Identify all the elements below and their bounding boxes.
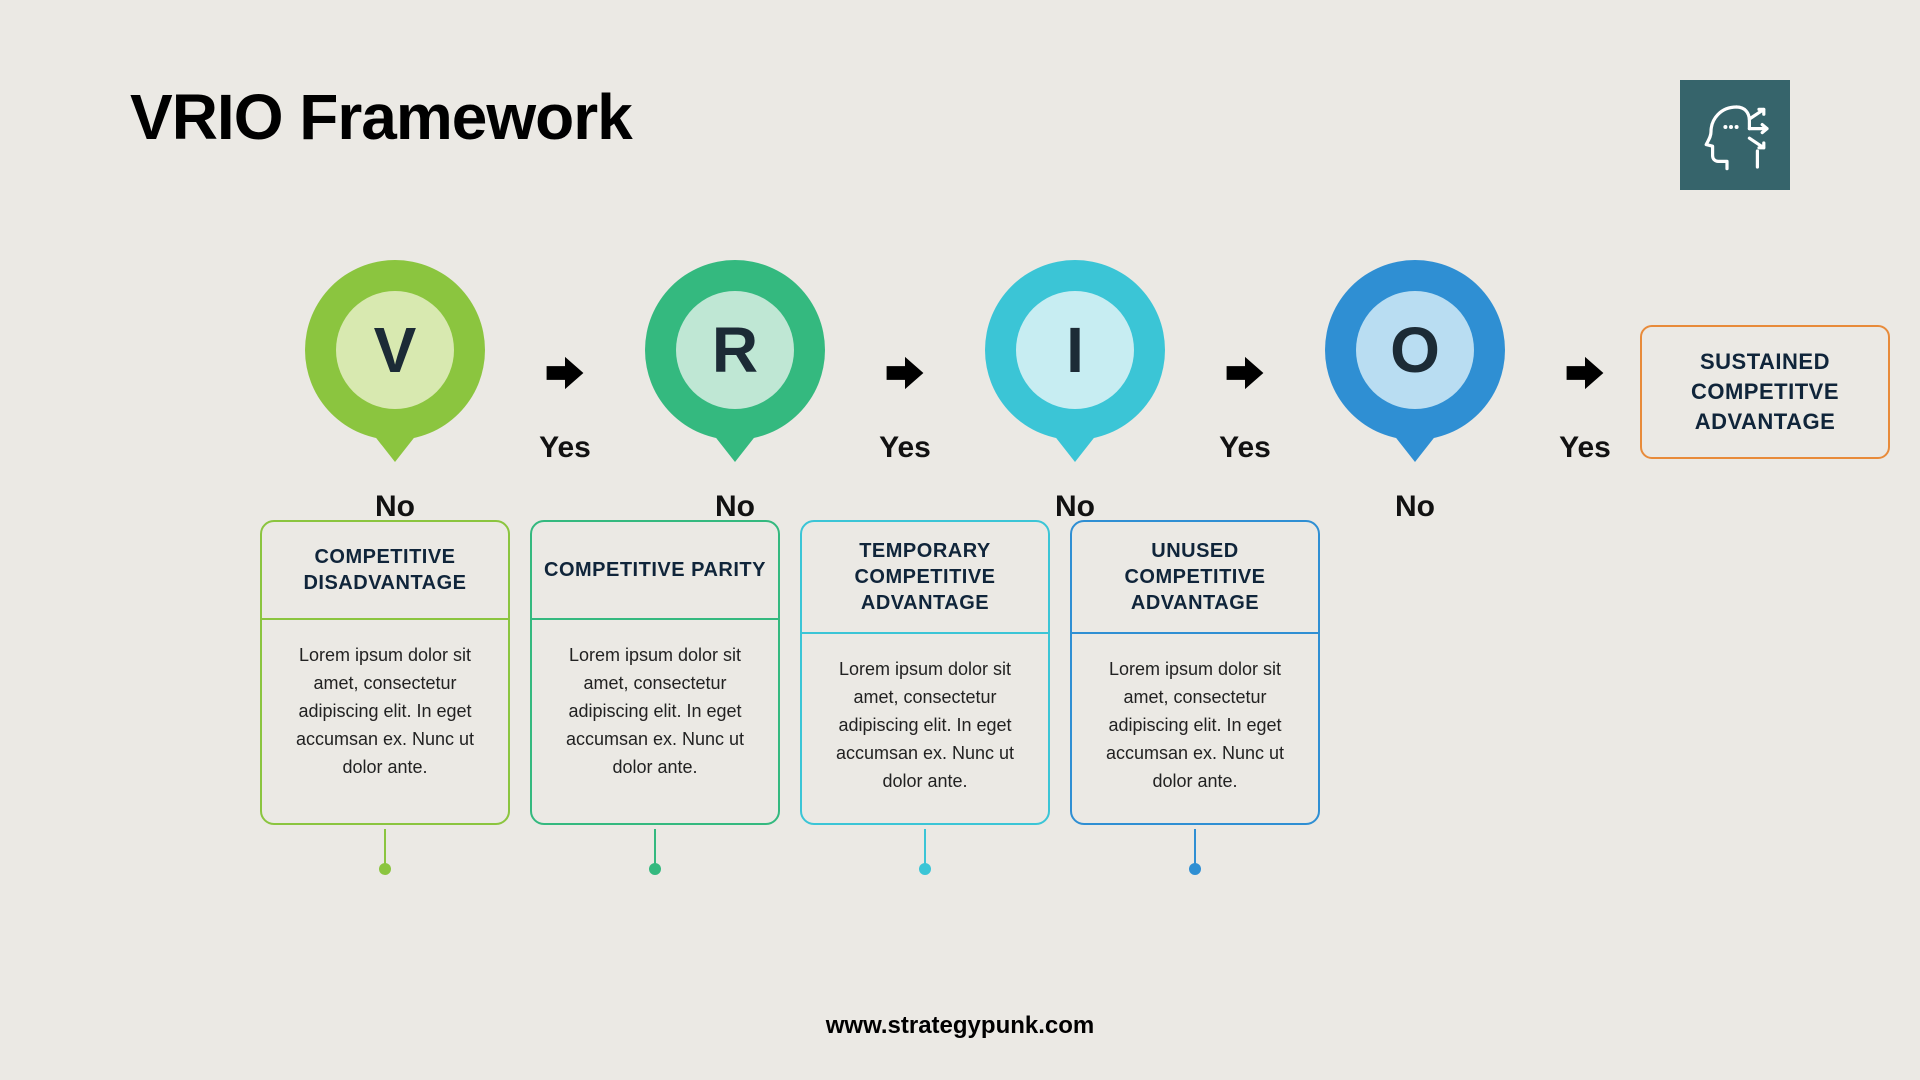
yes-label: Yes — [1219, 431, 1271, 465]
card-title: COMPETITIVE PARITY — [532, 522, 778, 620]
arrow-right-icon — [1562, 350, 1608, 401]
flow-arrow: Yes — [530, 320, 600, 465]
outcome-card: UNUSED COMPETITIVE ADVANTAGE Lorem ipsum… — [1070, 520, 1320, 825]
no-label: No — [375, 490, 415, 524]
card-body: Lorem ipsum dolor sit amet, consectetur … — [262, 620, 508, 809]
pin-letter: V — [336, 291, 454, 409]
flow-arrow: Yes — [1550, 320, 1620, 465]
cards-row: COMPETITIVE DISADVANTAGE Lorem ipsum dol… — [260, 520, 1320, 825]
arrow-right-icon — [1222, 350, 1268, 401]
strategy-head-icon — [1680, 80, 1790, 190]
pin-letter: I — [1016, 291, 1134, 409]
card-title: COMPETITIVE DISADVANTAGE — [262, 522, 508, 620]
yes-label: Yes — [539, 431, 591, 465]
pin-i: I — [985, 260, 1165, 440]
card-connector — [384, 829, 386, 869]
flow-arrow: Yes — [870, 320, 940, 465]
outcome-card: COMPETITIVE DISADVANTAGE Lorem ipsum dol… — [260, 520, 510, 825]
card-body: Lorem ipsum dolor sit amet, consectetur … — [1072, 634, 1318, 823]
outcome-card: TEMPORARY COMPETITIVE ADVANTAGE Lorem ip… — [800, 520, 1050, 825]
vrio-node-o: O No — [1280, 260, 1550, 524]
arrow-right-icon — [882, 350, 928, 401]
final-outcome-wrap: SUSTAINED COMPETITVE ADVANTAGE — [1640, 302, 1890, 482]
card-body: Lorem ipsum dolor sit amet, consectetur … — [802, 634, 1048, 823]
no-label: No — [1055, 490, 1095, 524]
no-label: No — [715, 490, 755, 524]
card-title: TEMPORARY COMPETITIVE ADVANTAGE — [802, 522, 1048, 634]
no-label: No — [1395, 490, 1435, 524]
card-title: UNUSED COMPETITIVE ADVANTAGE — [1072, 522, 1318, 634]
page-title: VRIO Framework — [130, 80, 632, 154]
yes-label: Yes — [879, 431, 931, 465]
pin-v: V — [305, 260, 485, 440]
card-connector — [924, 829, 926, 869]
pin-letter: R — [676, 291, 794, 409]
vrio-node-r: R No — [600, 260, 870, 524]
vrio-node-v: V No — [260, 260, 530, 524]
vrio-node-i: I No — [940, 260, 1210, 524]
card-connector — [654, 829, 656, 869]
card-connector — [1194, 829, 1196, 869]
yes-label: Yes — [1559, 431, 1611, 465]
flow-arrow: Yes — [1210, 320, 1280, 465]
outcome-card: COMPETITIVE PARITY Lorem ipsum dolor sit… — [530, 520, 780, 825]
flow-row: V No Yes R No Yes I No Yes O No Yes SUST… — [260, 260, 1790, 524]
pin-r: R — [645, 260, 825, 440]
footer-url: www.strategypunk.com — [0, 1012, 1920, 1040]
card-body: Lorem ipsum dolor sit amet, consectetur … — [532, 620, 778, 809]
pin-letter: O — [1356, 291, 1474, 409]
arrow-right-icon — [542, 350, 588, 401]
final-outcome-box: SUSTAINED COMPETITVE ADVANTAGE — [1640, 325, 1890, 458]
pin-o: O — [1325, 260, 1505, 440]
